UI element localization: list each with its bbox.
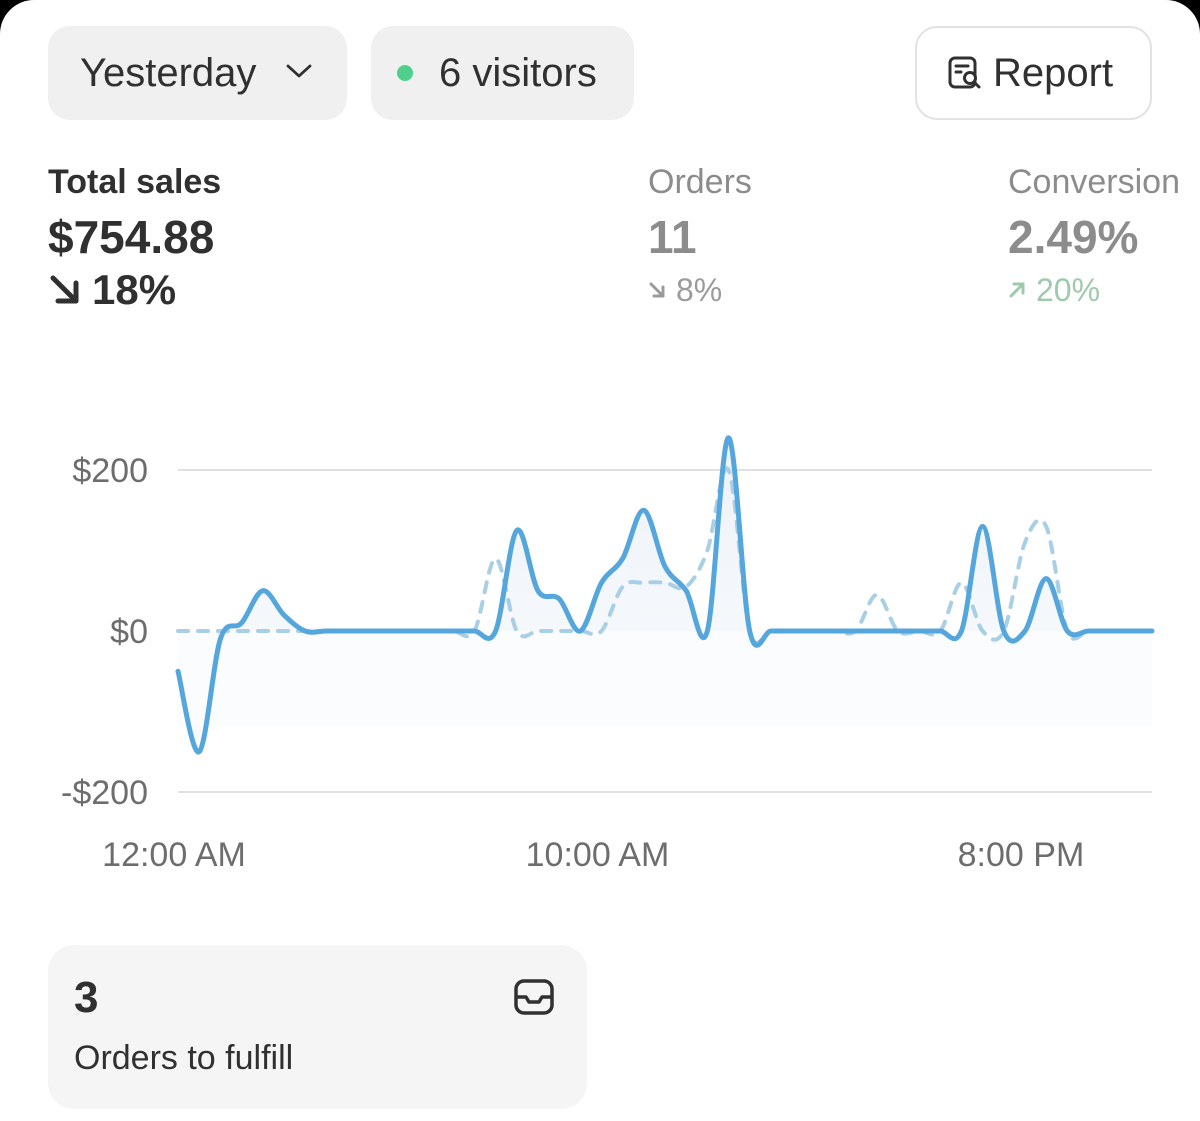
x-tick-label: 10:00 AM <box>526 836 670 874</box>
y-tick-label: -$200 <box>61 774 148 812</box>
live-visitors-button[interactable]: 6 visitors <box>371 26 634 120</box>
total-sales-metric[interactable]: Total sales $754.88 18% <box>48 160 222 313</box>
total-sales-change: 18% <box>48 266 221 313</box>
conversion-change: 20% <box>1008 270 1180 310</box>
y-tick-label: $200 <box>72 452 148 490</box>
series-line-current[interactable] <box>175 435 1155 755</box>
orders-change: 8% <box>648 270 752 310</box>
x-tick-label: 8:00 PM <box>958 836 1085 874</box>
fulfill-label: Orders to fulfill <box>74 1039 294 1077</box>
orders-change-value: 8% <box>676 272 723 308</box>
online-status-dot <box>397 65 413 81</box>
arrow-up-right-icon <box>1009 282 1025 298</box>
x-tick-label: 12:00 AM <box>102 836 246 874</box>
negative-band <box>178 631 1152 726</box>
report-search-icon <box>948 56 981 89</box>
y-tick-label: $0 <box>110 613 148 651</box>
inbox-icon <box>514 979 554 1015</box>
conversion-metric[interactable]: Conversion 2.49% 20% <box>1008 160 1180 310</box>
total-sales-label: Total sales <box>48 163 222 201</box>
report-label: Report <box>993 50 1114 95</box>
orders-to-fulfill-card[interactable]: 3 Orders to fulfill <box>48 945 587 1109</box>
conversion-change-value: 20% <box>1036 272 1101 308</box>
sales-chart[interactable]: $200 $0 -$200 12:00 AM 10:00 AM 8:00 PM <box>0 420 1200 890</box>
visitors-label: 6 visitors <box>439 50 597 95</box>
total-sales-change-value: 18% <box>92 266 177 313</box>
report-button[interactable]: Report <box>915 26 1152 120</box>
orders-value: 11 <box>648 211 697 263</box>
date-range-label: Yesterday <box>80 50 257 95</box>
total-sales-value: $754.88 <box>48 211 215 263</box>
orders-label: Orders <box>648 163 752 201</box>
fulfill-count: 3 <box>74 973 99 1022</box>
arrow-down-right-icon <box>50 275 79 304</box>
conversion-label: Conversion <box>1008 163 1180 201</box>
orders-metric[interactable]: Orders 11 8% <box>648 160 752 310</box>
arrow-down-right-icon <box>649 282 665 298</box>
chevron-down-icon <box>286 64 312 78</box>
date-range-dropdown[interactable]: Yesterday <box>48 26 347 120</box>
conversion-value: 2.49% <box>1008 211 1139 263</box>
series-area <box>178 437 1152 753</box>
